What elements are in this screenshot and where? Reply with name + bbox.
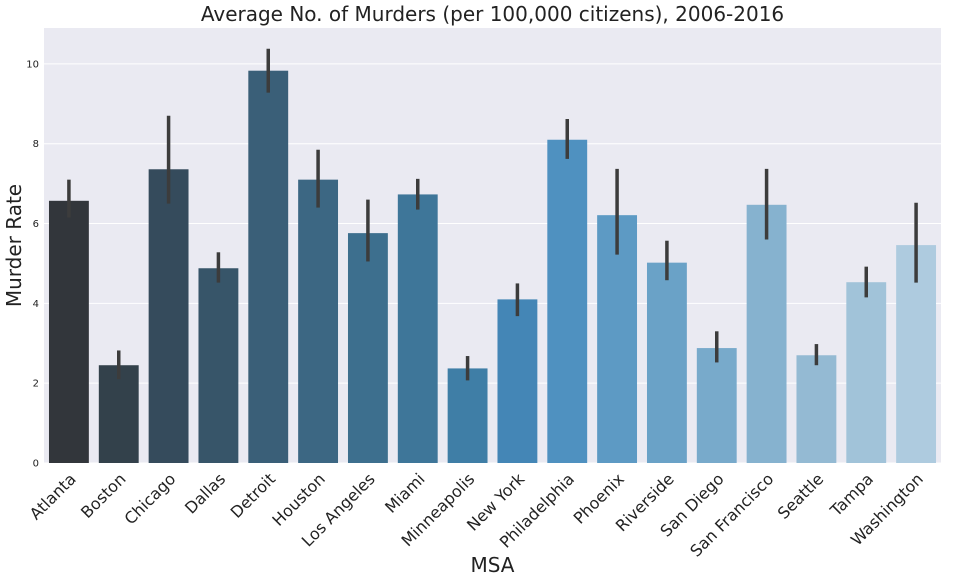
bar-chicago [148,169,189,464]
bar-philadelphia [547,139,588,464]
bar-riverside [646,262,687,463]
error-bars [67,48,918,381]
gridlines [44,63,941,464]
bar-tampa [846,282,887,463]
bar-minneapolis [447,368,488,463]
x-axis-label: MSA [470,553,514,577]
plot-area [44,28,941,463]
y-tick-label: 2 [33,379,39,390]
y-tick-label: 6 [33,219,39,230]
y-tick-label: 0 [33,459,39,470]
bar-dallas [198,268,239,463]
bar-san-francisco [746,204,787,463]
y-tick-label: 8 [33,139,39,150]
bar-phoenix [597,215,638,463]
chart-title: Average No. of Murders (per 100,000 citi… [201,2,784,26]
y-axis-ticks: 0 2 4 6 8 10 [26,59,39,469]
bar-miami [397,194,438,464]
bar-seattle [796,355,837,463]
bar-atlanta [48,200,89,464]
x-tick-label: Seattle [774,469,827,522]
bar-new-york [497,299,538,463]
y-axis-label: Murder Rate [2,184,26,307]
x-tick-label: Dallas [181,469,229,517]
y-tick-label: 4 [33,299,39,310]
bar-san-diego [696,348,737,463]
bar-boston [98,365,139,463]
bars [48,70,937,464]
y-tick-label: 10 [26,59,39,70]
x-tick-label: Atlanta [26,469,80,523]
bar-los-angeles [347,233,388,463]
bar-houston [298,179,339,464]
x-tick-label: Miami [381,469,428,516]
x-tick-label: Chicago [121,469,180,528]
bar-detroit [248,70,289,463]
